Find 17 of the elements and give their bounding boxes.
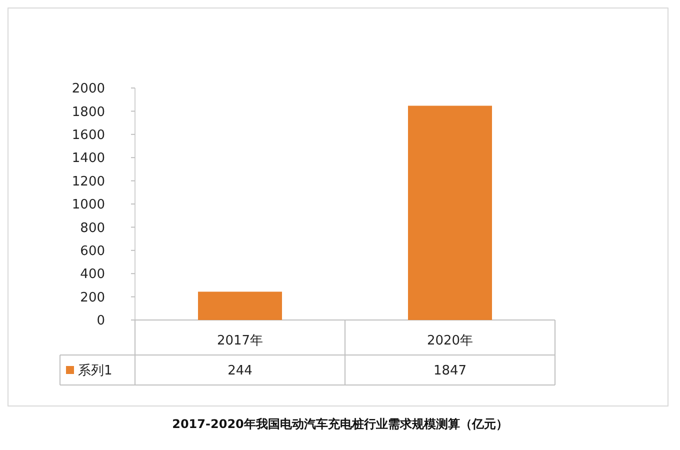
y-tick-label: 1000 [72,198,105,213]
y-tick-label: 1600 [72,128,105,143]
y-tick-label: 1200 [72,174,105,190]
y-tick-label: 2000 [72,82,105,97]
y-tick-label: 1800 [72,104,105,120]
x-tick-label: 2017年 [216,334,264,349]
y-tick-label: 200 [80,290,105,306]
data-label: 244 [228,364,252,379]
legend-label: 系列1 [78,364,112,379]
text: 2017-2020年我国电动汽车充电桩行业需求规模测算（亿元） [172,417,508,431]
y-tick-label: 600 [80,244,105,259]
y-tick-label: 400 [80,267,105,282]
y-tick-label: 0 [96,314,105,329]
y-tick-label: 1400 [72,151,105,166]
y-tick-label: 800 [80,220,105,236]
x-tick-label: 2020年 [426,334,474,349]
data-label: 1847 [433,364,467,379]
